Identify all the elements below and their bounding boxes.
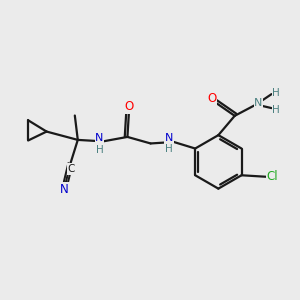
Text: O: O bbox=[124, 100, 134, 113]
Text: H: H bbox=[166, 144, 173, 154]
Text: H: H bbox=[272, 105, 280, 115]
Text: N: N bbox=[165, 134, 173, 143]
Text: H: H bbox=[96, 145, 104, 155]
Text: N: N bbox=[254, 98, 263, 108]
Text: O: O bbox=[207, 92, 216, 105]
Text: H: H bbox=[272, 88, 280, 98]
Text: Cl: Cl bbox=[267, 170, 278, 183]
Text: N: N bbox=[95, 133, 104, 143]
Text: C: C bbox=[67, 164, 75, 174]
Text: N: N bbox=[60, 183, 69, 196]
